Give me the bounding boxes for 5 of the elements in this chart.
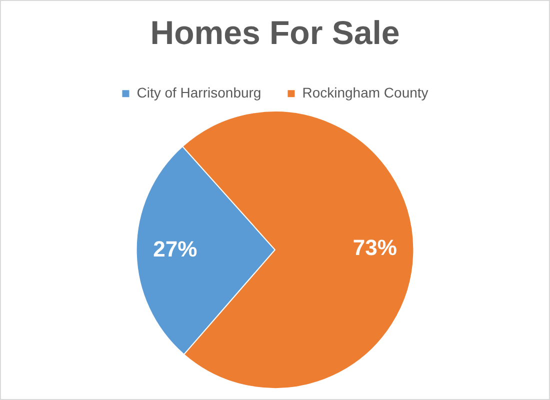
legend-label: Rockingham County [302, 84, 428, 100]
data-label: 27% [153, 236, 198, 262]
data-label: 73% [352, 235, 397, 260]
legend-label: City of Harrisonburg [136, 84, 262, 100]
chart-title: Homes For Sale [150, 14, 400, 51]
